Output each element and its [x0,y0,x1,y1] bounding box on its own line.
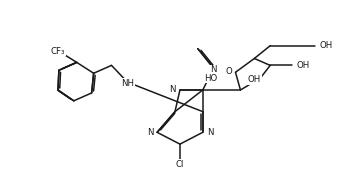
Text: O: O [226,67,233,76]
Text: N: N [210,65,217,74]
Text: OH: OH [248,75,261,84]
Text: NH: NH [121,79,134,88]
Text: OH: OH [320,41,333,50]
Text: Cl: Cl [176,160,184,169]
Text: OH: OH [248,75,261,84]
Text: N: N [147,128,153,137]
Text: N: N [169,85,176,95]
Text: OH: OH [297,61,310,70]
Text: CF₃: CF₃ [51,46,65,56]
Text: CF₃: CF₃ [51,46,65,56]
Text: Cl: Cl [176,160,184,169]
Text: N: N [147,128,153,137]
Text: N: N [210,65,217,74]
Text: N: N [169,85,176,95]
Text: N: N [207,128,213,137]
Text: NH: NH [121,79,134,88]
Text: OH: OH [297,61,310,70]
Text: HO: HO [204,74,218,83]
Text: HO: HO [204,74,218,83]
Text: N: N [207,128,213,137]
Text: O: O [226,67,233,76]
Text: OH: OH [320,41,333,50]
